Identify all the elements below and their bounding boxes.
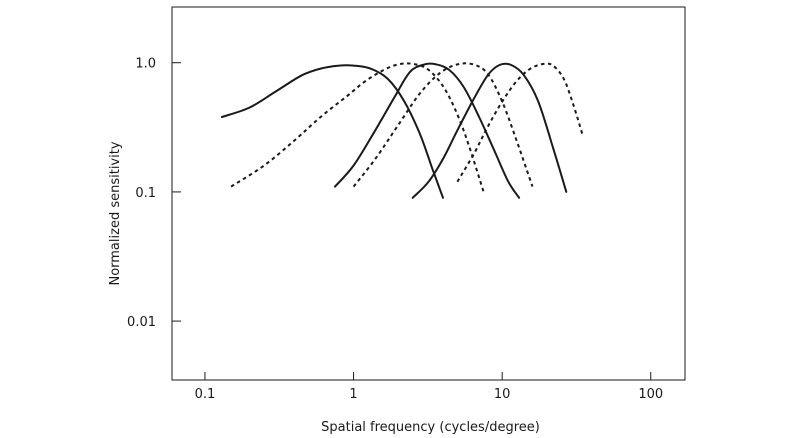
y-axis-label: Normalized sensitivity <box>108 141 123 285</box>
plot-frame <box>171 6 686 381</box>
x-tick-label: 10 <box>494 387 511 402</box>
y-tick-label: 0.01 <box>127 315 156 330</box>
y-tick-label: 0.1 <box>135 186 156 201</box>
series-1-curve <box>220 64 444 199</box>
series-3-curve <box>334 62 521 199</box>
y-tick-label: 1.0 <box>135 57 156 72</box>
series-4-curve <box>352 62 534 188</box>
x-axis-label: Spatial frequency (cycles/degree) <box>321 420 540 435</box>
x-tick-label: 100 <box>638 387 663 402</box>
series-2-curve <box>230 62 485 193</box>
series-6-curve <box>456 62 584 183</box>
x-tick-label: 1 <box>349 387 357 402</box>
x-tick-label: 0.1 <box>195 387 216 402</box>
series-5-curve <box>411 62 568 199</box>
